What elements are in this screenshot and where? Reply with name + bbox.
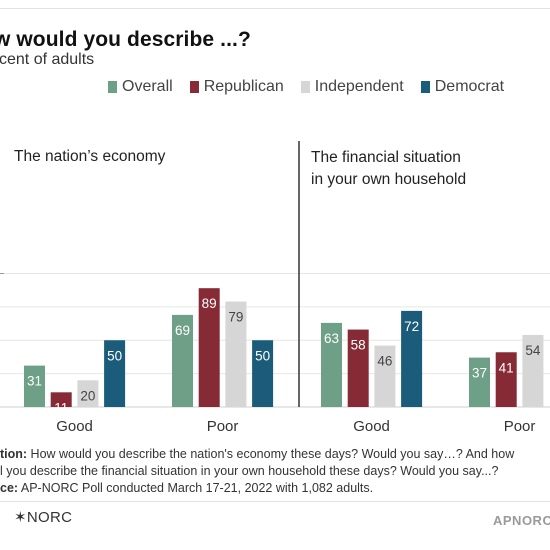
bar-2-good-overall: [321, 322, 342, 407]
data-label-2-poor-republican: 41: [499, 360, 514, 375]
chart-notes: tion: How would you describe the nation'…: [0, 446, 514, 497]
bar-1-poor-independent: [225, 301, 247, 407]
panel-title-1: The nation’s economy: [14, 148, 166, 165]
category-label-2-good: Good: [353, 418, 390, 435]
bar-2-good-independent: [374, 345, 396, 407]
data-label-2-good-independent: 46: [377, 354, 392, 369]
data-label-1-good-republican: 11: [54, 400, 68, 415]
source-label: ce:: [0, 481, 19, 495]
bar-chart: The nation’s economy 31 11 20 50 Good 69 89 79 50…: [0, 141, 550, 435]
bar-1-good-overall: [24, 365, 45, 407]
bar-2-poor-independent: [522, 334, 544, 407]
legend-label-independent: Independent: [314, 78, 404, 95]
legend: Overall Republican Independent Democrat: [108, 78, 504, 96]
data-label-2-poor-independent: 54: [525, 343, 541, 358]
legend-label-overall: Overall: [122, 78, 173, 95]
top-divider: [0, 8, 550, 9]
legend-swatch-independent: [300, 81, 310, 93]
bar-2-poor-republican: [495, 352, 517, 407]
data-label-1-poor-overall: 69: [175, 323, 190, 338]
norc-logo: ✶NORC: [14, 509, 73, 526]
legend-swatch-republican: [189, 81, 199, 93]
data-label-2-good-democrat: 72: [404, 319, 419, 334]
panel-title-2-line1: The financial situation: [311, 149, 461, 166]
data-label-1-poor-democrat: 50: [255, 348, 270, 363]
legend-item-independent: Independent: [300, 78, 404, 96]
footer-divider: [0, 501, 550, 502]
data-label-1-good-democrat: 50: [107, 348, 122, 363]
source-text: AP-NORC Poll conducted March 17-21, 2022…: [18, 481, 374, 495]
category-label-1-good: Good: [56, 418, 93, 435]
data-label-1-poor-independent: 79: [228, 310, 243, 325]
legend-item-republican: Republican: [189, 78, 284, 96]
bar-2-poor-overall: [469, 357, 490, 407]
question-label: tion:: [0, 447, 28, 461]
bar-2-good-republican: [347, 329, 369, 407]
legend-label-republican: Republican: [203, 78, 284, 95]
data-label-2-poor-overall: 37: [472, 366, 487, 381]
bar-1-good-independent: [77, 380, 99, 407]
data-label-2-good-republican: 58: [351, 338, 366, 353]
data-label-1-good-overall: 31: [27, 374, 42, 389]
bar-1-good-republican: [50, 392, 72, 407]
chart-title: w would you describe ...?: [0, 28, 251, 51]
data-label-1-good-independent: 20: [80, 388, 95, 403]
data-label-2-good-overall: 63: [324, 331, 339, 346]
question-note: tion: How would you describe the nation'…: [0, 446, 514, 463]
panel-title-2-line2: in your own household: [311, 171, 466, 188]
category-label-2-poor: Poor: [504, 418, 536, 435]
legend-item-overall: Overall: [108, 78, 173, 96]
chart-subtitle: cent of adults: [0, 51, 95, 68]
legend-label-democrat: Democrat: [434, 78, 505, 95]
legend-item-democrat: Democrat: [420, 78, 505, 96]
data-label-1-poor-republican: 89: [202, 296, 217, 311]
bar-2-good-democrat: [401, 310, 423, 407]
legend-swatch-democrat: [420, 81, 430, 93]
bar-1-poor-overall: [172, 314, 193, 407]
apnorc-logo: APNORC: [493, 513, 550, 528]
bar-1-poor-republican: [198, 288, 220, 407]
category-label-1-poor: Poor: [207, 418, 239, 435]
bar-1-good-democrat: [104, 340, 126, 407]
source-note: ce: AP-NORC Poll conducted March 17-21, …: [0, 480, 514, 497]
bar-1-poor-democrat: [252, 340, 274, 407]
question-note-continued: l you describe the financial situation i…: [0, 464, 499, 478]
legend-swatch-overall: [108, 81, 117, 93]
question-text-line1: How would you describe the nation's econ…: [27, 447, 515, 461]
